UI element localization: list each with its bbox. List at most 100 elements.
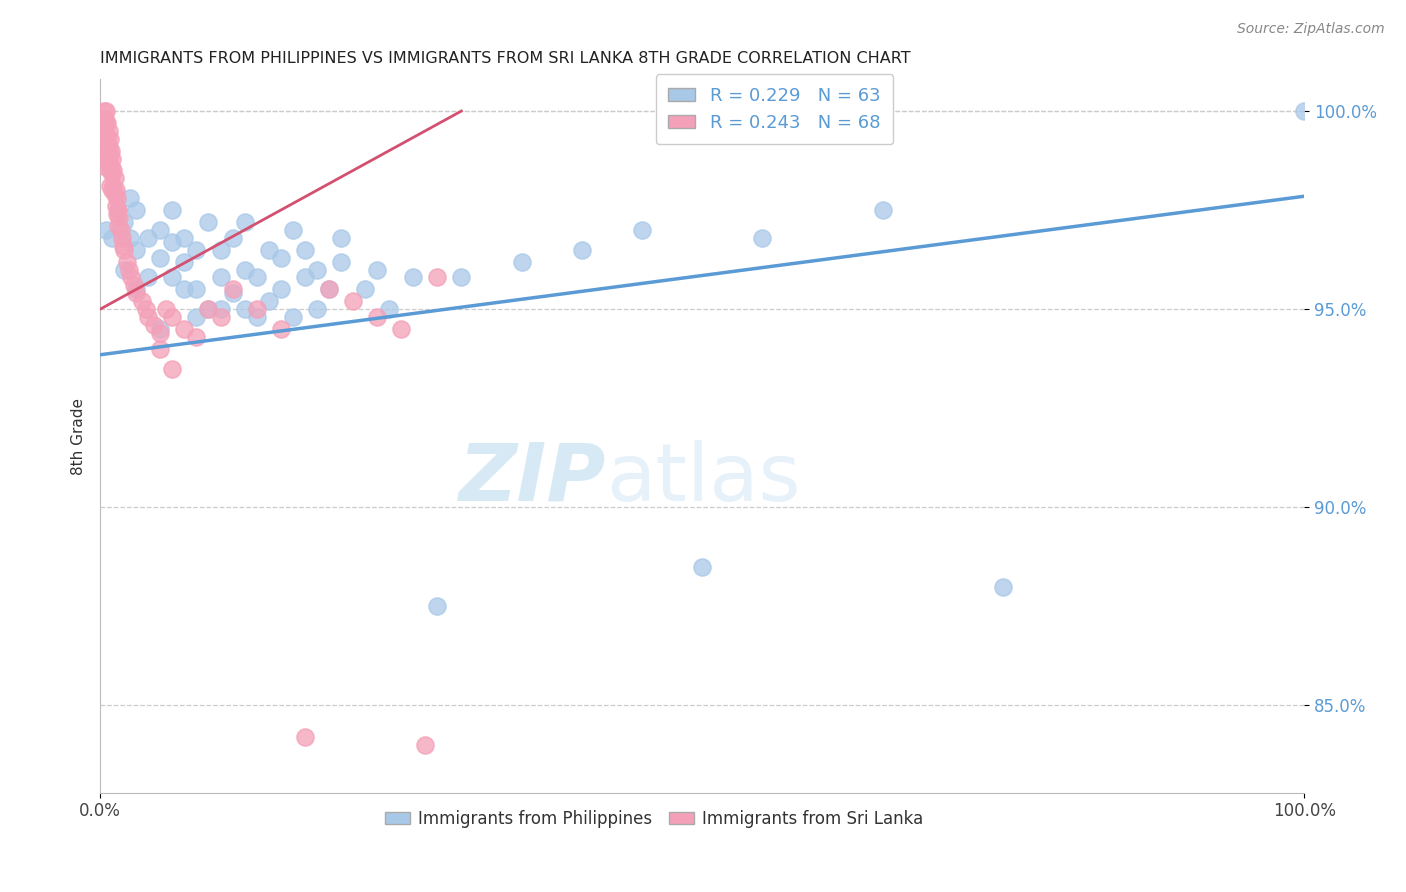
Point: [366, 262, 388, 277]
Point: [149, 326, 172, 340]
Point: [149, 223, 172, 237]
Point: [98, 179, 121, 194]
Point: [105, 207, 128, 221]
Point: [108, 211, 131, 225]
Point: [103, 179, 125, 194]
Point: [96, 116, 118, 130]
Point: [329, 231, 352, 245]
Point: [120, 231, 142, 245]
Point: [120, 191, 142, 205]
Point: [107, 219, 129, 233]
Point: [257, 294, 280, 309]
Point: [186, 310, 208, 325]
Point: [101, 183, 124, 197]
Point: [221, 286, 243, 301]
Point: [125, 282, 148, 296]
Text: Source: ZipAtlas.com: Source: ZipAtlas.com: [1237, 22, 1385, 37]
Point: [571, 243, 593, 257]
Point: [94, 144, 117, 158]
Point: [118, 262, 141, 277]
Point: [246, 270, 269, 285]
Point: [103, 163, 125, 178]
Point: [450, 270, 472, 285]
Point: [162, 235, 184, 249]
Point: [120, 270, 142, 285]
Point: [100, 160, 122, 174]
Point: [94, 223, 117, 237]
Point: [342, 294, 364, 309]
Point: [101, 231, 124, 245]
Point: [98, 132, 121, 146]
Point: [270, 251, 292, 265]
Point: [186, 282, 208, 296]
Point: [366, 310, 388, 325]
Point: [122, 278, 145, 293]
Point: [94, 128, 117, 142]
Point: [246, 302, 269, 317]
Point: [136, 310, 159, 325]
Point: [197, 302, 219, 317]
Point: [631, 223, 654, 237]
Point: [149, 322, 172, 336]
Point: [103, 187, 125, 202]
Point: [209, 270, 232, 285]
Point: [98, 147, 121, 161]
Point: [257, 243, 280, 257]
Point: [378, 302, 401, 317]
Point: [97, 124, 120, 138]
Point: [96, 132, 118, 146]
Point: [318, 282, 340, 296]
Point: [136, 270, 159, 285]
Point: [162, 361, 184, 376]
Point: [97, 139, 120, 153]
Point: [426, 599, 449, 614]
Point: [233, 215, 256, 229]
Point: [246, 310, 269, 325]
Point: [110, 223, 132, 237]
Point: [98, 163, 121, 178]
Point: [413, 738, 436, 752]
Point: [209, 243, 232, 257]
Point: [173, 231, 195, 245]
Point: [94, 103, 117, 118]
Point: [186, 330, 208, 344]
Point: [221, 231, 243, 245]
Point: [94, 132, 117, 146]
Text: ZIP: ZIP: [458, 440, 606, 517]
Point: [162, 203, 184, 218]
Point: [294, 730, 316, 744]
Point: [318, 282, 340, 296]
Point: [270, 322, 292, 336]
Point: [690, 559, 713, 574]
Point: [112, 262, 135, 277]
Point: [149, 342, 172, 356]
Point: [233, 262, 256, 277]
Point: [131, 294, 153, 309]
Point: [270, 282, 292, 296]
Point: [173, 254, 195, 268]
Point: [155, 302, 177, 317]
Point: [105, 191, 128, 205]
Point: [354, 282, 377, 296]
Point: [111, 239, 134, 253]
Point: [125, 203, 148, 218]
Point: [162, 310, 184, 325]
Point: [173, 322, 195, 336]
Point: [94, 160, 117, 174]
Point: [510, 254, 533, 268]
Point: [93, 112, 115, 126]
Point: [197, 302, 219, 317]
Point: [402, 270, 425, 285]
Point: [209, 310, 232, 325]
Point: [135, 302, 157, 317]
Legend: Immigrants from Philippines, Immigrants from Sri Lanka: Immigrants from Philippines, Immigrants …: [378, 803, 929, 834]
Text: IMMIGRANTS FROM PHILIPPINES VS IMMIGRANTS FROM SRI LANKA 8TH GRADE CORRELATION C: IMMIGRANTS FROM PHILIPPINES VS IMMIGRANT…: [100, 51, 911, 66]
Point: [294, 243, 316, 257]
Point: [281, 310, 304, 325]
Point: [162, 270, 184, 285]
Y-axis label: 8th Grade: 8th Grade: [72, 398, 86, 475]
Point: [389, 322, 412, 336]
Point: [1294, 103, 1316, 118]
Point: [305, 302, 328, 317]
Point: [329, 254, 352, 268]
